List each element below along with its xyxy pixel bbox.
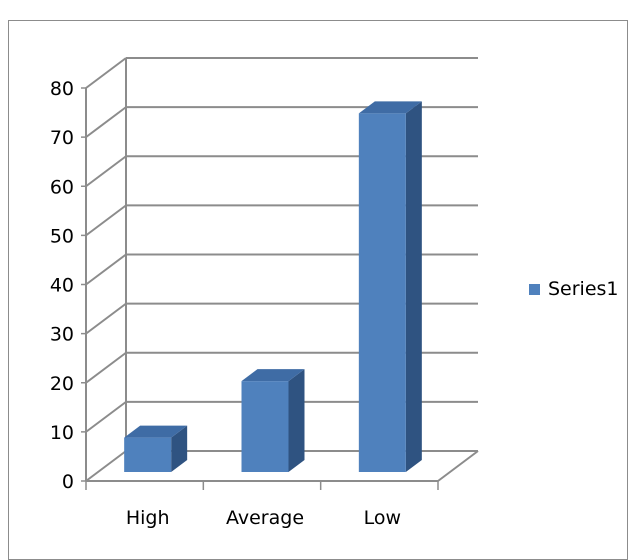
bars-layer	[124, 101, 422, 472]
gridline-wall-20	[85, 351, 127, 384]
y-tick-label-0: 0	[62, 471, 74, 493]
y-tick-label-50: 50	[50, 225, 74, 247]
bar-side-average	[288, 369, 305, 472]
bar-side-high	[171, 425, 188, 472]
legend-swatch-series1	[529, 283, 540, 295]
gridline-wall-30	[85, 302, 127, 335]
bar-top-average	[241, 369, 305, 382]
gridline-wall-0	[85, 450, 127, 482]
bar-average	[241, 381, 289, 472]
labels-layer: 0 10 20 30 40 50 60 70 80 High Average Low	[50, 78, 401, 529]
gridline-wall-10	[85, 401, 127, 433]
gridline-wall-50	[85, 204, 127, 237]
gridline-wall-60	[85, 155, 127, 188]
y-tick-label-30: 30	[50, 324, 74, 346]
bar-side-low	[405, 101, 422, 472]
x-tick-label-low: Low	[364, 507, 401, 529]
gridline-wall-80	[85, 57, 127, 89]
axis-layer	[81, 58, 479, 490]
x-tick-label-high: High	[126, 507, 170, 529]
y-tick-label-20: 20	[50, 373, 74, 395]
bar-top-high	[124, 425, 188, 438]
y-tick-label-60: 60	[50, 176, 74, 198]
bar-top-low	[358, 101, 422, 114]
legend: Series1	[529, 278, 619, 300]
legend-label-series1: Series1	[548, 278, 619, 300]
gridline-wall-70	[85, 106, 127, 138]
gridline-wall-40	[85, 253, 127, 286]
y-tick-label-70: 70	[50, 127, 74, 149]
chart-frame	[8, 20, 628, 560]
y-tick-label-40: 40	[50, 275, 74, 297]
x-tick-label-average: Average	[226, 507, 304, 529]
bar-low	[358, 113, 406, 472]
y-tick-label-80: 80	[50, 78, 74, 100]
bar-high	[124, 437, 172, 472]
floor-right-edge	[437, 450, 479, 482]
y-tick-label-10: 10	[50, 422, 74, 444]
